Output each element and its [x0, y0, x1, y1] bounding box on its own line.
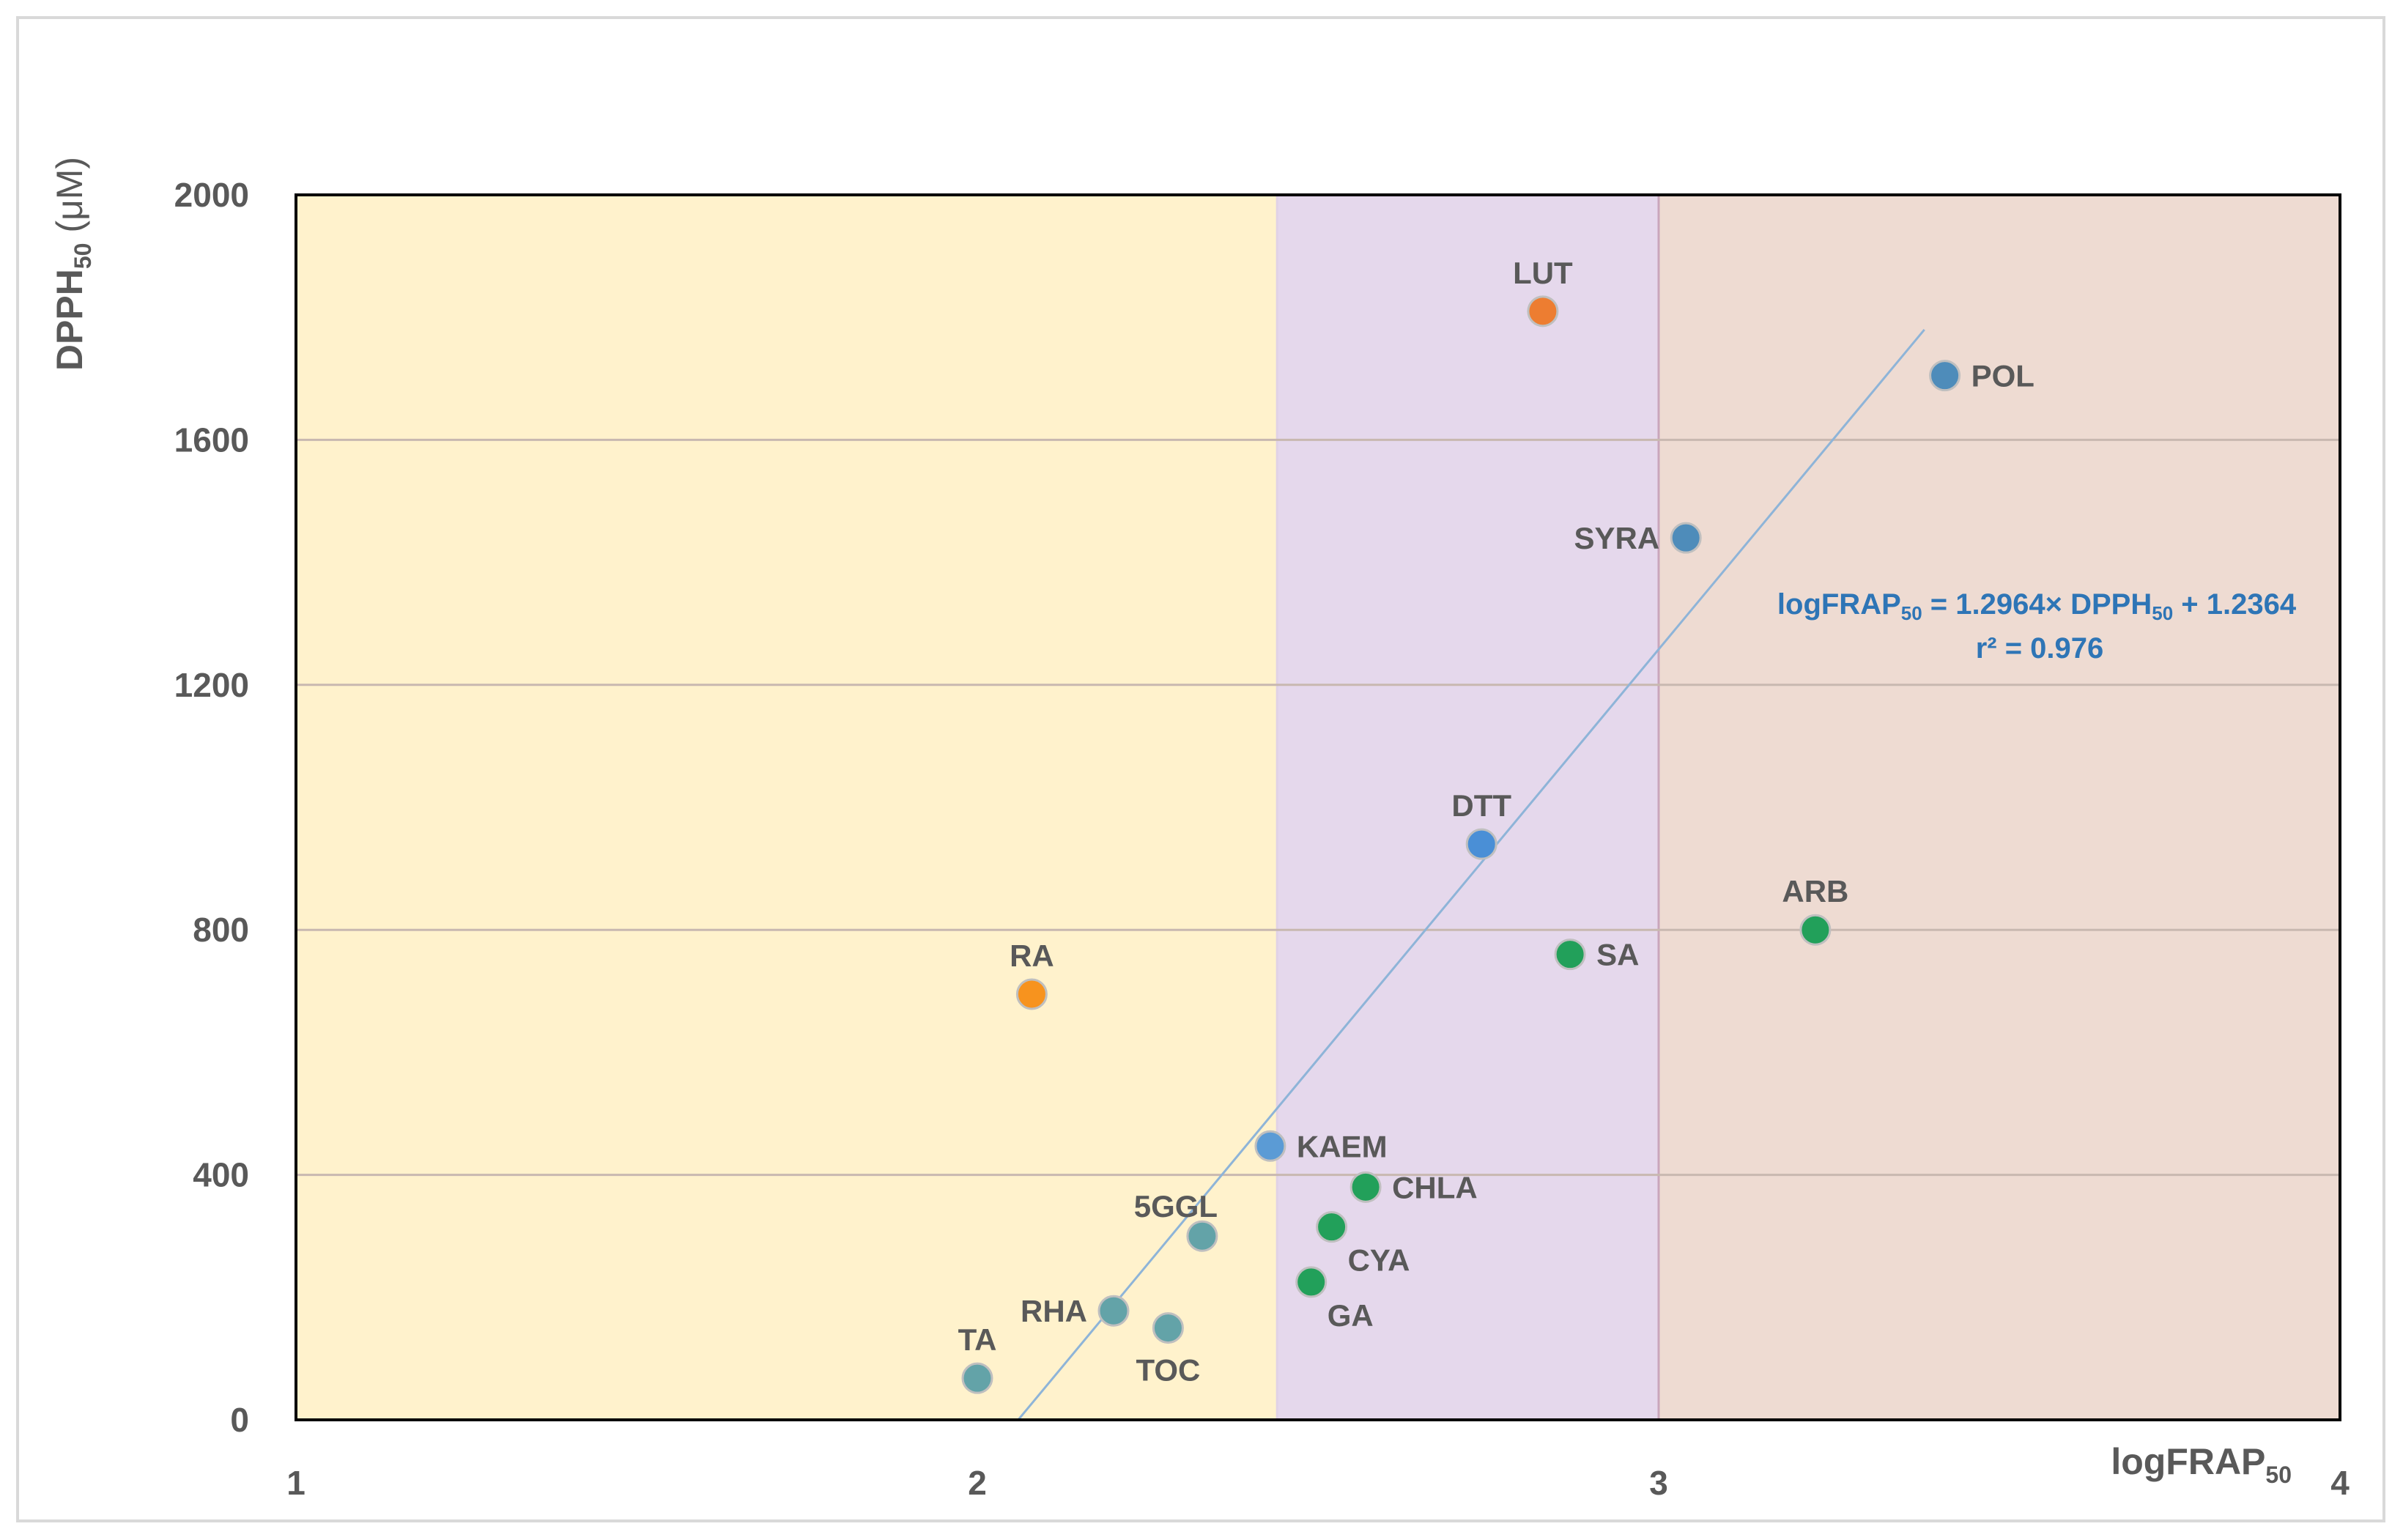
x-tick-label: 1 [286, 1464, 306, 1502]
point-label-rha: RHA [1021, 1294, 1087, 1328]
point-label-toc: TOC [1136, 1353, 1200, 1388]
y-tick-label: 2000 [174, 176, 249, 214]
point-label-lut: LUT [1513, 256, 1573, 290]
r-squared-label: r² = 0.976 [1976, 632, 2104, 665]
region-band-3 [1659, 195, 2340, 1420]
point-label-ga: GA [1328, 1298, 1374, 1333]
data-point-cya [1316, 1211, 1348, 1243]
x-tick-label: 2 [968, 1464, 987, 1502]
y-tick-label: 1200 [174, 666, 249, 704]
plot-area-border [295, 193, 2341, 1421]
x-tick-label: 4 [2330, 1464, 2350, 1502]
point-label-chla: CHLA [1392, 1170, 1478, 1204]
x-tick-label: 3 [1649, 1464, 1668, 1502]
data-point-arb [1799, 914, 1832, 946]
trendline [1017, 328, 1925, 1421]
data-point-sa [1554, 939, 1586, 971]
point-label-cya: CYA [1348, 1243, 1410, 1278]
data-point-pol [1929, 360, 1961, 392]
data-point-ga [1295, 1266, 1328, 1298]
point-label-dtt: DTT [1451, 788, 1511, 823]
region-band-1 [296, 195, 1278, 1420]
data-point-kaem [1254, 1130, 1286, 1162]
x-axis-title: logFRAP50 [2111, 1441, 2292, 1488]
y-tick-label: 1600 [174, 421, 249, 459]
y-tick-label: 400 [193, 1156, 249, 1194]
data-point-lut [1527, 295, 1559, 327]
data-point-toc [1152, 1312, 1184, 1344]
data-point-5ggl [1186, 1220, 1218, 1252]
point-label-arb: ARB [1782, 874, 1848, 908]
y-axis-title: DPPH50 (μM) [49, 157, 96, 371]
data-point-chla [1349, 1171, 1382, 1203]
point-label-ra: RA [1010, 939, 1054, 973]
data-point-ra [1015, 978, 1048, 1010]
point-label-5ggl: 5GGL [1134, 1189, 1218, 1224]
point-label-kaem: KAEM [1297, 1129, 1388, 1163]
point-label-ta: TA [958, 1322, 997, 1357]
y-tick-label: 800 [193, 911, 249, 949]
point-label-sa: SA [1596, 938, 1639, 972]
data-point-rha [1097, 1295, 1130, 1327]
data-point-dtt [1465, 828, 1497, 860]
regression-equation: logFRAP50 = 1.2964× DPPH50 + 1.2364 [1777, 588, 2297, 624]
point-label-pol: POL [1971, 359, 2034, 393]
data-point-ta [961, 1362, 993, 1394]
point-label-syra: SYRA [1574, 521, 1659, 555]
data-point-syra [1670, 522, 1702, 554]
y-tick-label: 0 [230, 1401, 249, 1439]
